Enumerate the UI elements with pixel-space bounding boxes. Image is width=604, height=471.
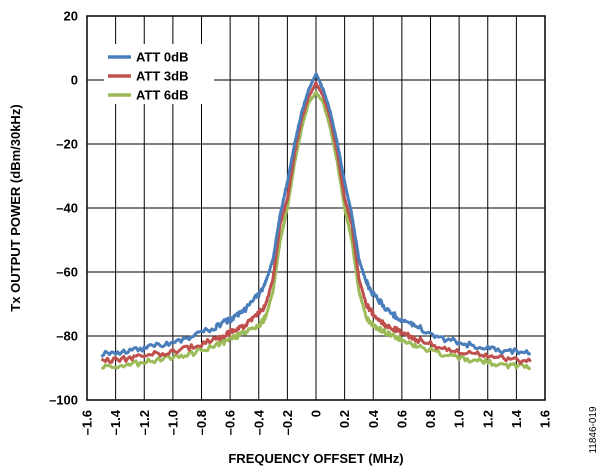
y-tick-label: –20	[56, 137, 78, 152]
x-tick-label: –1.6	[80, 410, 95, 435]
legend-label-2: ATT 6dB	[136, 88, 188, 103]
x-tick-label: 1.4	[509, 409, 524, 428]
plot-frame	[86, 15, 546, 401]
x-tick-label: 1.6	[538, 410, 553, 428]
x-tick-label: 0.2	[337, 410, 352, 428]
x-tick-label: 0.8	[423, 410, 438, 428]
series-line-0	[100, 72, 532, 358]
x-tick-label: 0.4	[366, 409, 381, 428]
x-tick-label: –1.2	[137, 410, 152, 435]
x-tick-label: –0.4	[251, 409, 266, 435]
x-axis-title: FREQUENCY OFFSET (MHz)	[228, 451, 403, 466]
y-tick-label: 0	[71, 73, 78, 88]
legend-label-1: ATT 3dB	[136, 69, 188, 84]
y-tick-label: –60	[56, 265, 78, 280]
y-tick-labels: 20 0 –20 –40 –60 –80 –100	[49, 9, 78, 408]
x-tick-labels: –1.6 –1.4 –1.2 –1.0 –0.8 –0.6 –0.4 –0.2 0 0.2 0.4 0…	[80, 409, 553, 435]
legend-label-0: ATT 0dB	[136, 50, 188, 65]
x-tick-label: 1.0	[452, 410, 467, 428]
y-tick-label: –40	[56, 201, 78, 216]
x-tick-label: –0.2	[280, 410, 295, 435]
x-tick-label: –1.4	[108, 409, 123, 435]
x-tick-label: 0.6	[394, 410, 409, 428]
x-tick-label: 0	[309, 410, 324, 417]
legend: ATT 0dB ATT 3dB ATT 6dB	[104, 44, 214, 104]
y-tick-label: 20	[64, 9, 78, 24]
y-tick-label: –100	[49, 393, 78, 408]
x-tick-label: –0.6	[223, 410, 238, 435]
series-line-1	[100, 80, 532, 365]
figure-id: 11846-019	[588, 406, 599, 454]
x-tick-label: –0.8	[194, 410, 209, 435]
y-tick-label: –80	[56, 329, 78, 344]
y-axis-title: Tx OUTPUT POWER (dBm/30kHz)	[8, 104, 23, 311]
x-tick-label: –1.0	[165, 410, 180, 435]
series-layer	[100, 72, 532, 371]
x-tick-label: 1.2	[480, 410, 495, 428]
series-line-2	[101, 90, 532, 371]
